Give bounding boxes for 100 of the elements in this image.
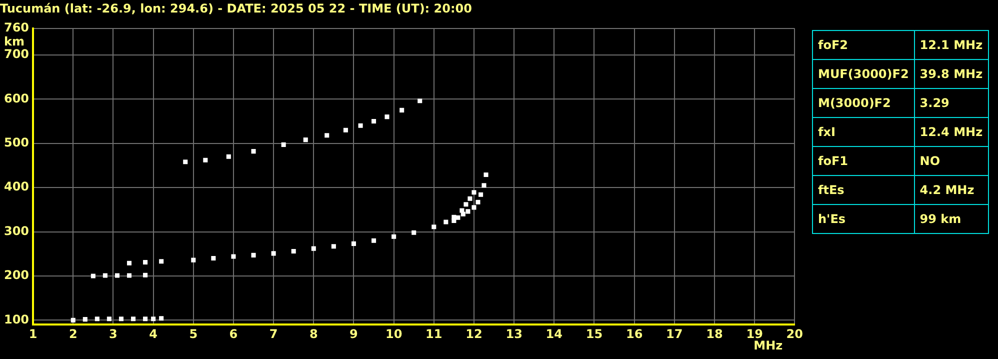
point bbox=[412, 230, 416, 235]
point bbox=[226, 154, 231, 159]
point bbox=[271, 251, 276, 256]
point bbox=[372, 118, 376, 124]
y-tick-label: 500 bbox=[4, 135, 30, 150]
x-tick-label: 20 bbox=[786, 326, 803, 341]
y-axis-title: km bbox=[4, 34, 24, 49]
text: 4.2 MHz bbox=[914, 176, 988, 204]
point bbox=[303, 138, 308, 142]
text: h'Es bbox=[812, 204, 914, 234]
point bbox=[251, 252, 256, 258]
point bbox=[372, 238, 376, 243]
point bbox=[82, 317, 88, 322]
point bbox=[331, 244, 336, 249]
x-tick-label: 16 bbox=[626, 326, 643, 341]
x-axis-title: MHz bbox=[754, 338, 783, 353]
point bbox=[211, 256, 216, 261]
text: 3.29 bbox=[914, 88, 988, 118]
point bbox=[432, 224, 436, 230]
point bbox=[324, 133, 330, 138]
point bbox=[191, 258, 196, 262]
x-tick-label: 4 bbox=[149, 326, 158, 341]
point bbox=[203, 158, 208, 162]
x-tick-label: 14 bbox=[546, 326, 562, 341]
x-tick-label: 6 bbox=[229, 326, 238, 341]
text: 39.8 MHz bbox=[914, 60, 988, 88]
point bbox=[484, 172, 488, 177]
x-tick-label: 8 bbox=[309, 326, 318, 341]
point bbox=[466, 209, 470, 214]
point bbox=[418, 98, 422, 104]
point bbox=[358, 123, 363, 128]
x-tick-label: 19 bbox=[746, 326, 763, 341]
x-tick-label: 18 bbox=[706, 326, 723, 341]
x-tick-label: 15 bbox=[586, 326, 603, 341]
point bbox=[159, 259, 164, 264]
point bbox=[143, 272, 148, 278]
point bbox=[464, 202, 468, 207]
y-tick-label: 600 bbox=[4, 91, 30, 106]
point bbox=[183, 160, 188, 164]
point bbox=[400, 108, 404, 112]
x-tick-label: 3 bbox=[109, 326, 118, 341]
text: 12.4 MHz bbox=[914, 118, 988, 146]
point bbox=[90, 274, 96, 278]
text: 12.1 MHz bbox=[914, 30, 988, 60]
text: ftEs bbox=[812, 176, 914, 204]
text: NO bbox=[914, 146, 988, 176]
point bbox=[392, 234, 396, 239]
point bbox=[291, 248, 296, 254]
point bbox=[231, 254, 236, 259]
y-tick-label: 200 bbox=[4, 268, 30, 282]
point bbox=[482, 183, 486, 188]
point bbox=[472, 205, 476, 210]
x-tick-label: 7 bbox=[269, 326, 278, 341]
point bbox=[118, 316, 124, 322]
text: 99 km bbox=[914, 204, 988, 234]
x-tick-label: 17 bbox=[666, 326, 683, 341]
text: fxI bbox=[812, 118, 914, 146]
point bbox=[311, 246, 316, 251]
x-tick-label: 12 bbox=[466, 326, 482, 341]
point bbox=[251, 149, 256, 154]
point bbox=[472, 190, 476, 195]
text: M(3000)F2 bbox=[812, 88, 914, 118]
point bbox=[102, 273, 108, 278]
y-tick-label: 300 bbox=[4, 224, 30, 238]
point bbox=[94, 316, 100, 322]
text: foF2 bbox=[812, 30, 914, 60]
point bbox=[70, 318, 76, 322]
y-tick-label: 100 bbox=[4, 312, 30, 326]
point bbox=[106, 316, 112, 322]
x-tick-label: 9 bbox=[350, 326, 358, 341]
x-tick-label: 11 bbox=[426, 326, 442, 341]
point bbox=[281, 142, 286, 147]
point bbox=[143, 260, 148, 265]
point bbox=[384, 114, 390, 120]
point bbox=[476, 200, 480, 204]
text: foF1 bbox=[812, 146, 914, 176]
point bbox=[351, 241, 356, 246]
text: MUF(3000)F2 bbox=[812, 60, 914, 88]
point bbox=[460, 208, 464, 213]
x-tick-label: 13 bbox=[506, 326, 522, 341]
x-tick-label: 1 bbox=[28, 326, 38, 341]
point bbox=[130, 316, 136, 322]
x-tick-label: 10 bbox=[385, 326, 402, 341]
point bbox=[159, 316, 164, 321]
point bbox=[143, 316, 148, 322]
point bbox=[468, 196, 472, 201]
x-tick-label: 2 bbox=[68, 326, 78, 341]
point bbox=[452, 214, 456, 220]
point bbox=[114, 273, 120, 278]
x-tick-label: 5 bbox=[189, 326, 198, 341]
y-tick-label: 700 bbox=[4, 47, 30, 62]
point bbox=[126, 260, 132, 266]
y-tick-label: 400 bbox=[4, 180, 30, 194]
point bbox=[151, 316, 156, 322]
point bbox=[456, 215, 460, 220]
y-tick-label: 760 bbox=[4, 20, 30, 35]
point bbox=[343, 128, 348, 132]
point bbox=[126, 273, 132, 278]
chart-title: Tucumán (lat: -26.9, lon: 294.6) - DATE: 2025 05 22 - TIME (UT): 20:00 bbox=[0, 1, 472, 16]
point bbox=[444, 220, 448, 224]
